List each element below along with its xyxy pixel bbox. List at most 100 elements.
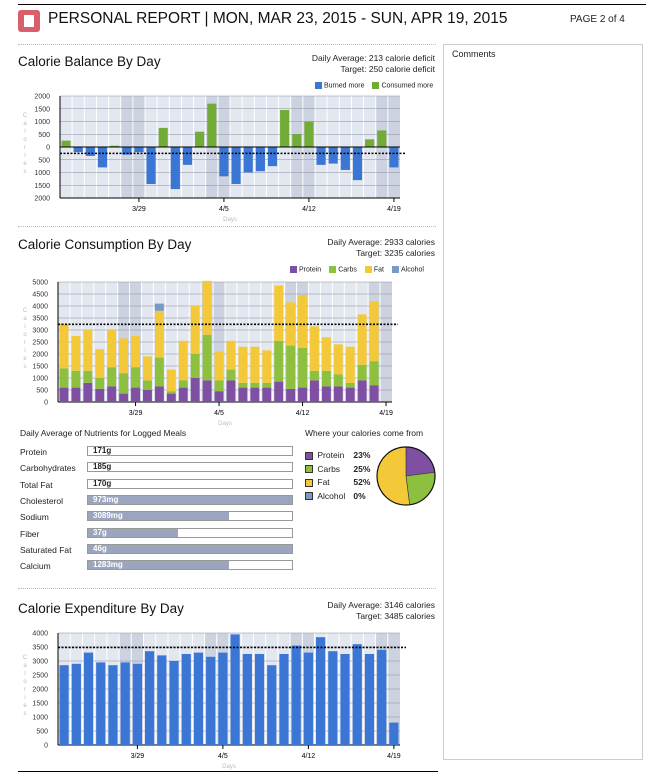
- bar: [181, 654, 191, 745]
- bar: [231, 147, 241, 184]
- bar: [193, 652, 204, 745]
- y-axis-label: s: [24, 364, 27, 370]
- page-indicator: PAGE 2 of 4: [570, 14, 625, 25]
- x-tick-label: 3/29: [129, 410, 143, 417]
- bar-carbs: [131, 367, 140, 388]
- bar: [267, 147, 278, 167]
- bar-carbs: [202, 334, 212, 381]
- daily-average: Daily Average: 213 calorie deficit: [311, 53, 435, 63]
- bar-protein: [178, 387, 188, 402]
- x-tick-label: 4/5: [214, 410, 224, 417]
- x-tick-label: 4/12: [302, 753, 316, 760]
- nutrient-label: Cholesterol: [20, 495, 63, 506]
- bar-carbs: [119, 373, 129, 394]
- bar: [340, 147, 350, 170]
- nutrient-bar: 46g: [87, 543, 293, 554]
- bar-fat: [119, 338, 129, 374]
- y-axis-label: e: [23, 356, 27, 362]
- bar-fat: [107, 330, 117, 368]
- y-axis-label: s: [24, 169, 27, 175]
- y-tick-label: 1000: [34, 170, 50, 177]
- chart-legend: Protein Carbs Fat Alcohol: [290, 266, 424, 273]
- chart-title: Calorie Consumption By Day: [18, 237, 192, 252]
- bar: [146, 147, 156, 184]
- bar-protein: [298, 387, 307, 402]
- y-axis-label: o: [23, 332, 27, 338]
- bar-protein: [107, 386, 117, 402]
- x-tick-label: 4/12: [296, 410, 310, 417]
- bar: [85, 147, 95, 156]
- bar: [364, 654, 375, 745]
- bar-protein: [95, 388, 105, 402]
- pie-outline: [376, 446, 436, 506]
- bar-fat: [321, 337, 331, 371]
- bar-carbs: [95, 378, 105, 389]
- y-tick-label: 500: [36, 388, 48, 395]
- bar: [389, 722, 399, 745]
- y-tick-label: 0: [46, 145, 50, 152]
- bar-protein: [71, 387, 81, 402]
- nutrient-bar: 37g: [87, 527, 293, 538]
- bar-fat: [95, 349, 105, 378]
- bar-fat: [154, 310, 164, 358]
- daily-average: Daily Average: 3146 calories: [327, 600, 435, 610]
- bar: [158, 127, 168, 147]
- bar: [59, 665, 69, 745]
- bar-carbs: [321, 370, 331, 387]
- divider: [18, 588, 436, 589]
- legend-carbs: Carbs: [329, 266, 357, 273]
- y-axis-label: o: [23, 137, 27, 143]
- nutrient-bar-fill: [88, 561, 229, 570]
- nutrient-value: 3089mg: [93, 511, 123, 521]
- bar-carbs: [178, 380, 188, 388]
- bar-fat: [143, 356, 152, 381]
- nutrient-bar-fill: [88, 512, 229, 521]
- nutrient-bar: 171g: [87, 446, 293, 456]
- nutrient-value: 46g: [93, 543, 107, 553]
- bar-fat: [202, 280, 212, 335]
- y-axis-label: C: [23, 655, 28, 661]
- bar: [292, 134, 302, 147]
- nutrient-bar: 185g: [87, 462, 293, 473]
- nutrient-label: Saturated Fat: [20, 544, 72, 555]
- y-tick-label: 1500: [34, 183, 50, 190]
- bar-protein: [154, 386, 164, 402]
- comments-panel[interactable]: Comments: [443, 44, 643, 760]
- bar-carbs: [333, 374, 343, 387]
- y-axis-label: l: [24, 671, 25, 677]
- bar-fat: [345, 346, 355, 383]
- bar: [96, 662, 106, 745]
- bar-carbs: [154, 357, 164, 387]
- bar-protein: [226, 380, 236, 402]
- x-tick-label: 4/5: [219, 206, 229, 213]
- bar-carbs: [310, 370, 319, 381]
- top-rule: [18, 4, 646, 5]
- bar: [120, 662, 130, 745]
- bar-fat: [238, 346, 248, 383]
- bar: [243, 147, 253, 173]
- bar: [352, 644, 362, 745]
- legend-alcohol: Alcohol: [392, 266, 424, 273]
- bar-carbs: [274, 340, 284, 382]
- nutrient-label: Protein: [20, 447, 47, 457]
- y-tick-label: 2000: [34, 196, 50, 203]
- nutrient-bar: 973mg: [87, 494, 293, 505]
- bar: [122, 147, 132, 155]
- bar-fat: [226, 340, 236, 370]
- bar-carbs: [286, 345, 296, 389]
- y-tick-label: 1500: [34, 106, 50, 113]
- y-tick-label: 500: [38, 132, 50, 139]
- y-axis-label: a: [23, 316, 27, 322]
- y-tick-label: 1500: [32, 364, 48, 371]
- y-tick-label: 2000: [32, 687, 48, 694]
- bar: [316, 147, 326, 165]
- bar-carbs: [369, 361, 379, 386]
- bar: [169, 661, 179, 745]
- y-axis-label: a: [23, 663, 27, 669]
- bar: [377, 130, 387, 147]
- bar-protein: [214, 391, 224, 402]
- target: Target: 3485 calories: [356, 611, 435, 621]
- x-tick-label: 4/19: [379, 410, 393, 417]
- y-tick-label: 2500: [32, 340, 48, 347]
- bar-carbs: [190, 354, 200, 378]
